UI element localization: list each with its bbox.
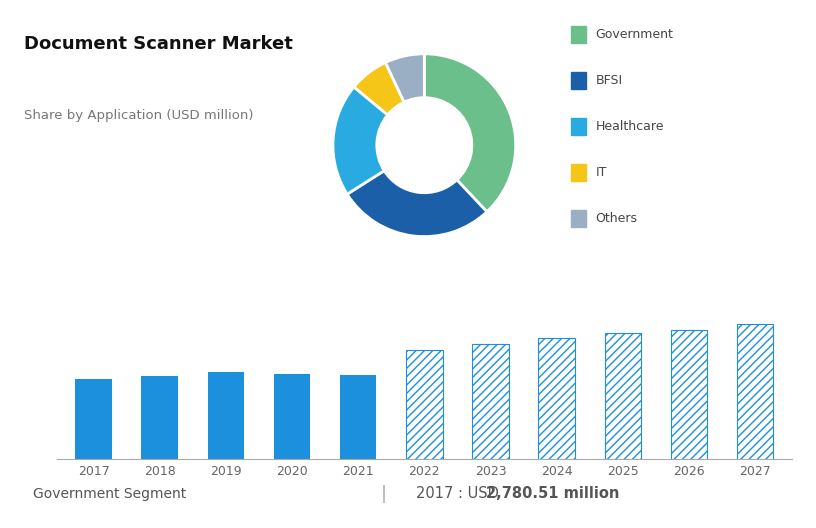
Bar <box>141 376 178 459</box>
Bar <box>75 379 112 459</box>
Bar <box>207 372 244 459</box>
Wedge shape <box>385 54 424 102</box>
Bar <box>671 330 707 459</box>
Wedge shape <box>354 62 404 115</box>
Text: 2017 : USD: 2017 : USD <box>416 486 503 501</box>
Bar <box>737 324 774 459</box>
Wedge shape <box>347 171 487 237</box>
Bar <box>605 333 641 459</box>
Text: 2,780.51 million: 2,780.51 million <box>486 486 619 501</box>
Wedge shape <box>333 87 388 194</box>
Wedge shape <box>424 54 516 212</box>
Text: Government Segment: Government Segment <box>33 487 186 501</box>
Text: BFSI: BFSI <box>596 74 623 87</box>
Bar <box>539 338 574 459</box>
Bar <box>472 344 508 459</box>
Text: Government: Government <box>596 28 673 41</box>
Bar <box>340 375 376 459</box>
Bar <box>274 374 310 459</box>
Text: Healthcare: Healthcare <box>596 120 664 133</box>
Text: Share by Application (USD million): Share by Application (USD million) <box>24 109 254 122</box>
Text: IT: IT <box>596 166 607 178</box>
Text: Document Scanner Market: Document Scanner Market <box>24 34 294 52</box>
Bar <box>406 350 442 459</box>
Text: Others: Others <box>596 212 637 224</box>
Text: |: | <box>380 485 387 503</box>
